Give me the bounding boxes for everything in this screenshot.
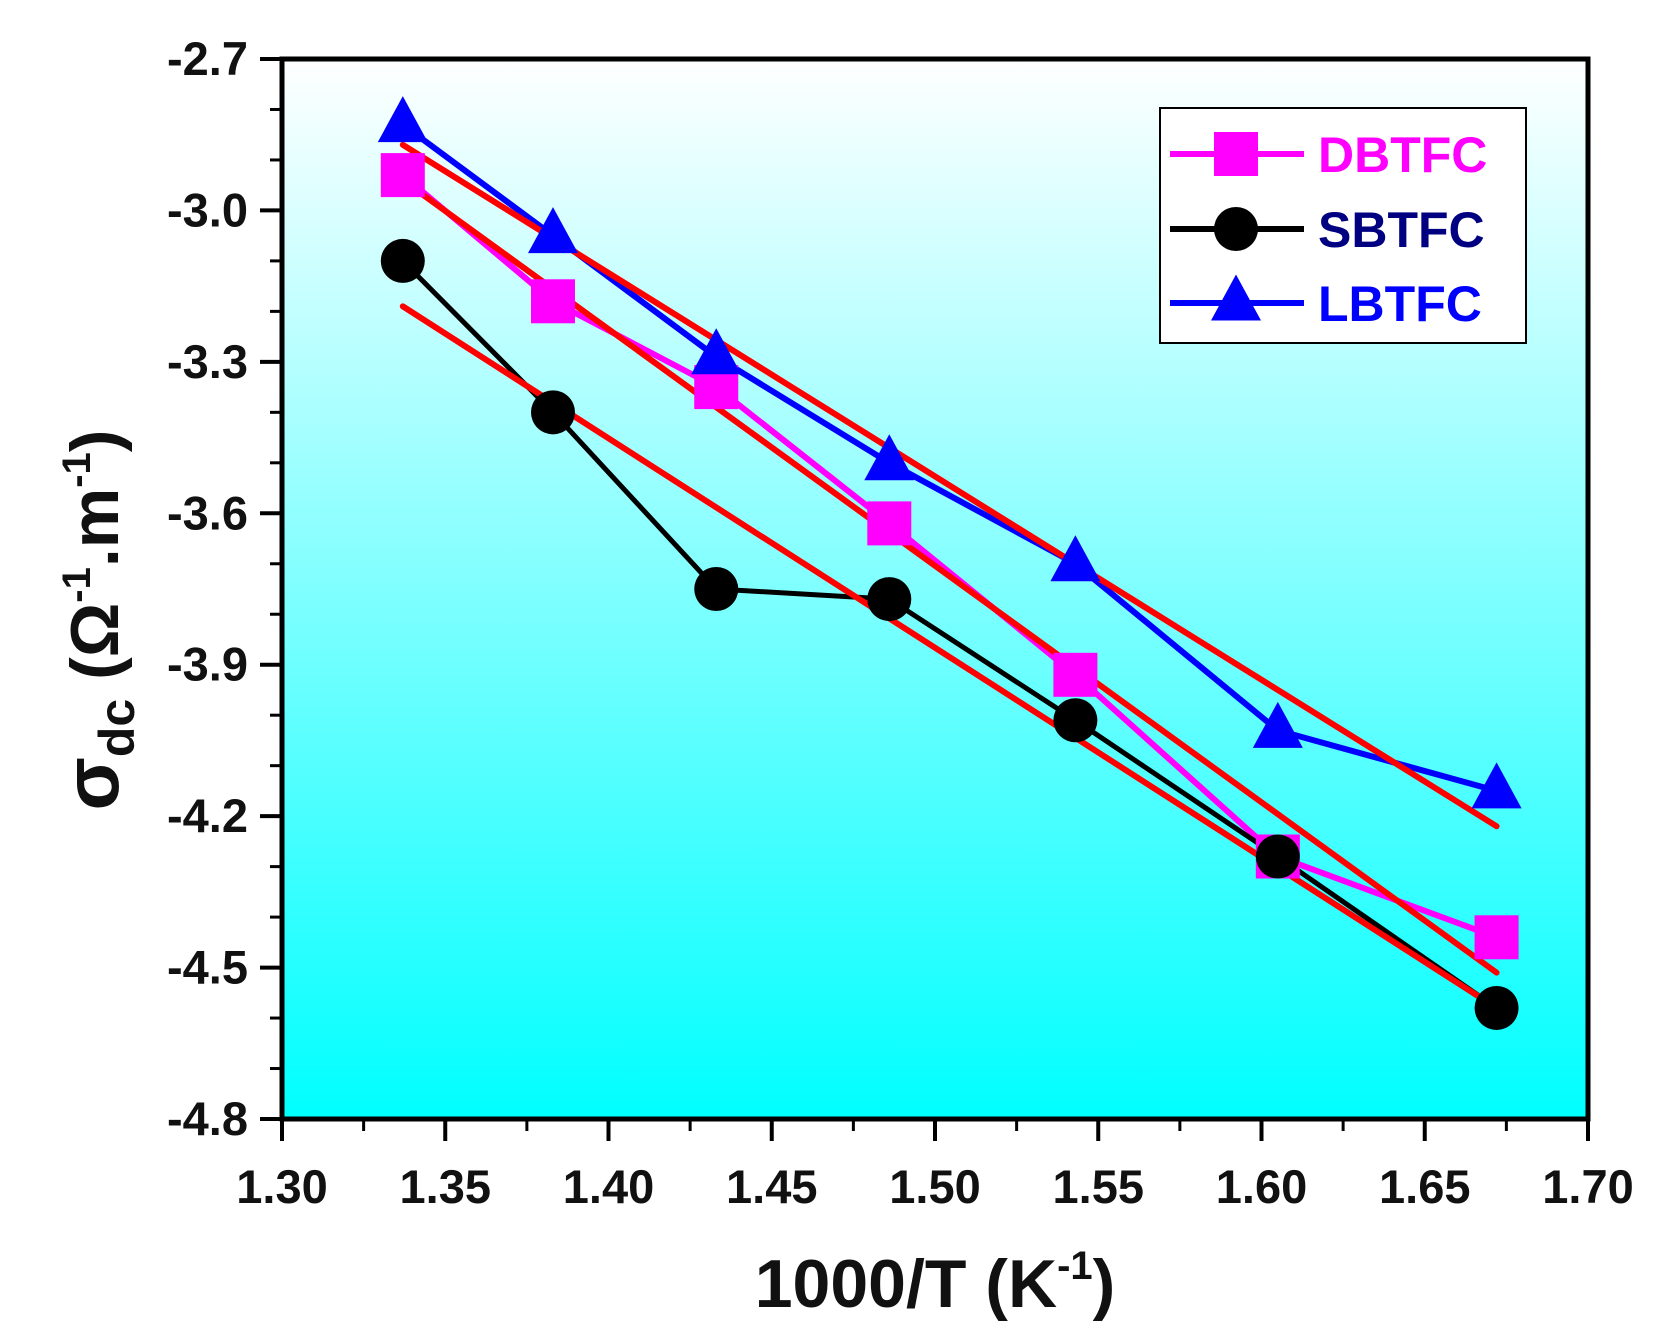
data-point-sbtfc [1255,834,1300,879]
x-axis-title-end: ) [1093,1246,1116,1322]
x-tick-label: 1.55 [1053,1160,1144,1213]
x-tick-label: 1.50 [889,1160,980,1213]
axis-ticks [260,57,1590,1141]
fit-lines [399,141,1500,1011]
legend-label-sbtfc: SBTFC [1318,202,1485,258]
data-point-dbtfc [380,153,425,198]
x-tick-label: 1.65 [1379,1160,1470,1213]
series-markers [377,96,1522,1030]
data-point-lbtfc [377,96,428,143]
x-tick-label: 1.40 [563,1160,654,1213]
data-point-dbtfc [1053,652,1098,697]
x-tick-labels: 1.30 1.35 1.40 1.45 1.50 1.55 1.60 1.65 1.70 [236,1160,1633,1213]
data-point-lbtfc [864,434,915,481]
x-axis-title-sup: -1 [1057,1244,1093,1288]
data-point-lbtfc [1252,701,1303,748]
x-axis-title-main: 1000/T (K [755,1246,1057,1322]
fit-line-sbtfc [399,303,1500,1011]
legend-entries: DBTFC SBTFC LBTFC [1170,127,1487,332]
data-point-lbtfc [691,328,742,375]
y-axis-title-sub: dc [89,699,145,757]
y-axis-title-sup2: -1 [55,452,99,488]
data-point-dbtfc [530,279,575,324]
y-tick-label: -4.5 [167,941,248,994]
x-axis-title: 1000/T (K-1) [755,1244,1116,1322]
plot-frame [279,56,1591,1122]
legend-label-dbtfc: DBTFC [1318,127,1487,183]
y-axis-title: σdc (Ω-1.m-1) [47,430,145,811]
y-tick-label: -4.8 [167,1092,248,1145]
y-tick-label: -3.9 [167,638,248,691]
y-tick-label: -4.2 [167,789,248,842]
x-tick-label: 1.30 [236,1160,327,1213]
x-tick-label: 1.45 [726,1160,817,1213]
y-axis-title-sup1: -1 [55,567,99,603]
data-point-sbtfc [694,567,739,611]
y-tick-labels: -2.7 -3.0 -3.3 -3.6 -3.9 -4.2 -4.5 -4.8 [167,32,248,1145]
data-point-lbtfc [527,207,578,254]
data-point-sbtfc [1053,698,1098,743]
legend-marker-lbtfc [1211,274,1261,321]
data-point-sbtfc [1474,985,1519,1030]
data-point-sbtfc [380,238,425,283]
y-tick-label: -2.7 [167,32,248,85]
data-point-sbtfc [867,577,912,622]
y-axis-title-open: (Ω [57,603,133,699]
legend: DBTFC SBTFC LBTFC [1159,107,1527,344]
x-tick-label: 1.70 [1542,1160,1633,1213]
data-point-dbtfc [1474,915,1519,960]
fit-line-lbtfc [399,141,1500,830]
legend-marker-dbtfc [1214,132,1258,176]
data-point-dbtfc [867,501,912,546]
y-axis-title-close: ) [57,430,133,453]
y-axis-title-mid: .m [57,488,133,567]
data-point-lbtfc [1471,762,1522,809]
x-tick-label: 1.35 [400,1160,491,1213]
y-axis-title-sigma: σ [47,757,135,810]
y-tick-label: -3.6 [167,486,248,539]
y-tick-label: -3.0 [167,183,248,236]
data-point-lbtfc [1050,535,1101,582]
fit-line-dbtfc [399,177,1500,976]
legend-label-lbtfc: LBTFC [1318,276,1482,332]
y-tick-label: -3.3 [167,335,248,388]
data-point-sbtfc [530,390,575,435]
legend-marker-sbtfc [1214,207,1258,251]
x-tick-label: 1.60 [1216,1160,1307,1213]
